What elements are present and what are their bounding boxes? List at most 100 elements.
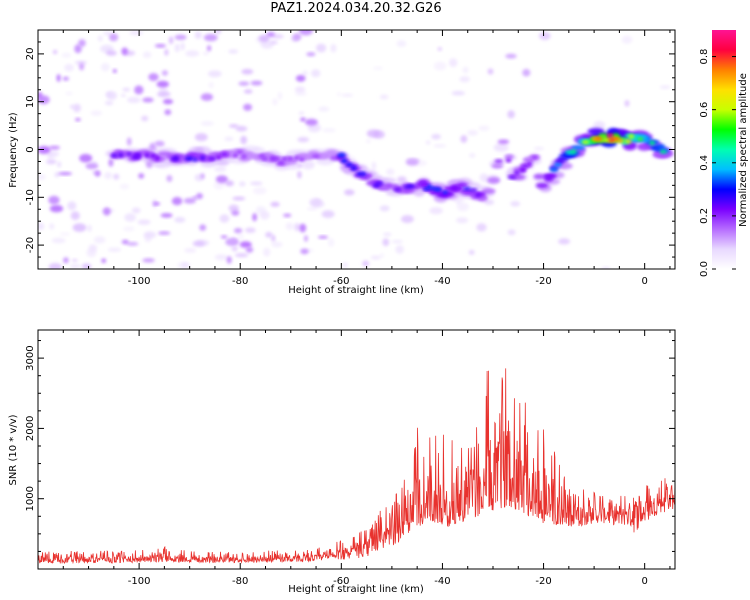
spectrogram-cell-71 xyxy=(425,140,431,145)
snr-ytick-label-0: 1000 xyxy=(25,486,36,511)
spectrogram-cell-537 xyxy=(519,167,527,173)
spectrogram-cell-353 xyxy=(62,76,69,81)
spectrogram-cell-407 xyxy=(160,213,173,218)
spectrogram-cell-337 xyxy=(306,52,316,57)
spectrogram-cell-277 xyxy=(81,263,92,269)
spectrogram-cell-599 xyxy=(553,162,562,167)
spectrogram-xtick-label-5: 0 xyxy=(641,276,647,287)
spectrogram-cell-359 xyxy=(207,45,212,52)
spectrogram-cell-276 xyxy=(105,50,117,56)
spectrogram-cell-32 xyxy=(462,66,469,74)
spectrogram-cell-293 xyxy=(228,124,239,128)
spectrogram-cell-226 xyxy=(270,40,278,45)
spectrogram-cell-373 xyxy=(266,31,276,38)
spectrogram-cell-236 xyxy=(46,159,57,165)
spectrogram-cell-368 xyxy=(142,97,154,103)
spectrogram-cell-52 xyxy=(214,254,228,261)
spectrogram-cell-361 xyxy=(283,213,292,218)
colorbar-tick-label-0: 0.0 xyxy=(699,261,710,277)
spectrogram-cell-49 xyxy=(341,93,354,97)
spectrogram-cell-350 xyxy=(63,257,69,264)
colorbar-tick-label-4: 0.8 xyxy=(699,49,710,65)
spectrogram-cell-178 xyxy=(507,229,516,236)
spectrogram-cell-619 xyxy=(637,137,644,141)
snr-panel: -100 -80 -60 -40 -20 0 1000 2000 3000 Height of … xyxy=(8,329,676,595)
spectrogram-cell-11 xyxy=(433,61,447,71)
spectrogram-cell-9 xyxy=(65,91,73,96)
spectrogram-cell-346 xyxy=(226,256,232,264)
spectrogram-cell-586 xyxy=(341,158,348,163)
spectrogram-cell-331 xyxy=(174,34,187,40)
spectrogram-cell-221 xyxy=(321,210,335,219)
spectrogram-cell-430 xyxy=(38,91,43,99)
spectrogram-cell-431 xyxy=(38,146,51,154)
spectrogram-cell-38 xyxy=(271,241,283,248)
spectrogram-cell-30 xyxy=(237,234,244,239)
spectrogram-cell-592 xyxy=(433,187,442,192)
spectrogram-cell-282 xyxy=(240,135,248,145)
spectrogram-cell-251 xyxy=(234,253,249,258)
spectrogram-cell-77 xyxy=(370,255,381,260)
spectrogram-cell-40 xyxy=(306,207,318,211)
spectrogram-cell-19 xyxy=(90,110,103,116)
spectrogram-cell-28 xyxy=(285,222,294,231)
spectrogram-cell-34 xyxy=(38,174,46,180)
spectrogram-cell-165 xyxy=(174,216,186,223)
spectrogram-cell-581 xyxy=(351,165,357,171)
spectrogram-cell-89 xyxy=(298,111,305,116)
spectrogram-cell-167 xyxy=(451,91,465,96)
spectrogram-cell-191 xyxy=(316,43,327,53)
spectrogram-cell-181 xyxy=(122,87,131,92)
snr-xtick-label-4: -20 xyxy=(535,576,551,587)
colorbar: 0.0 0.2 0.4 0.6 0.8 Normalized spectral ampl… xyxy=(699,30,749,277)
spectrogram-cell-496 xyxy=(261,157,268,161)
spectrogram-cell-142 xyxy=(493,143,509,152)
spectrogram-cell-303 xyxy=(225,180,234,187)
spectrogram-cell-472 xyxy=(533,174,545,180)
spectrogram-cell-182 xyxy=(74,60,88,65)
spectrogram-cell-389 xyxy=(138,173,145,179)
spectrogram-cell-362 xyxy=(196,193,203,200)
spectrogram-cell-626 xyxy=(624,139,632,144)
spectrogram-cell-263 xyxy=(624,100,630,107)
spectrogram-cell-176 xyxy=(219,214,230,223)
spectrogram-cell-593 xyxy=(442,190,448,194)
spectrogram-cell-312 xyxy=(126,242,139,246)
spectrogram-cell-286 xyxy=(164,49,169,56)
spectrogram-cell-504 xyxy=(287,157,294,161)
spectrogram-cell-180 xyxy=(484,199,495,205)
spectrogram-cell-175 xyxy=(309,198,323,207)
spectrogram-cell-73 xyxy=(330,43,337,53)
spectrogram-cell-315 xyxy=(303,235,309,242)
spectrogram-cell-37 xyxy=(203,51,209,56)
spectrogram-cell-239 xyxy=(539,32,551,40)
spectrogram-cell-320 xyxy=(200,173,205,180)
spectrogram-ytick-label-3: 10 xyxy=(25,95,36,108)
spectrogram-cell-381 xyxy=(154,44,166,48)
spectrogram-cell-415 xyxy=(56,74,61,82)
spectrogram-cell-69 xyxy=(395,245,405,254)
spectrogram-cell-577 xyxy=(462,187,472,191)
spectrogram-cell-254 xyxy=(265,231,273,238)
spectrogram-cell-525 xyxy=(521,163,530,168)
spectrogram-cell-436 xyxy=(504,154,514,159)
spectrogram-cell-369 xyxy=(243,103,253,111)
spectrogram-cell-352 xyxy=(158,231,171,235)
spectrogram-cell-170 xyxy=(57,161,62,168)
spectrogram-cell-56 xyxy=(49,223,55,230)
spectrogram-cell-151 xyxy=(54,172,60,178)
spectrogram-cell-493 xyxy=(257,153,266,158)
spectrogram-cell-371 xyxy=(148,73,159,82)
spectrogram-ytick-label-1: -10 xyxy=(25,189,36,205)
spectrogram-cell-208 xyxy=(272,34,284,39)
spectrogram-cell-144 xyxy=(120,93,126,97)
spectrogram-cell-249 xyxy=(216,159,229,166)
spectrogram-cell-567 xyxy=(372,183,381,188)
spectrogram-cell-428 xyxy=(481,188,496,195)
spectrogram-cell-111 xyxy=(252,146,266,156)
spectrogram-cell-316 xyxy=(154,140,165,147)
spectrogram-cell-509 xyxy=(276,161,285,165)
spectrogram-cell-47 xyxy=(469,153,476,158)
spectrogram-cell-100 xyxy=(127,96,141,104)
spectrogram-ylabel: Frequency (Hz) xyxy=(8,112,19,188)
